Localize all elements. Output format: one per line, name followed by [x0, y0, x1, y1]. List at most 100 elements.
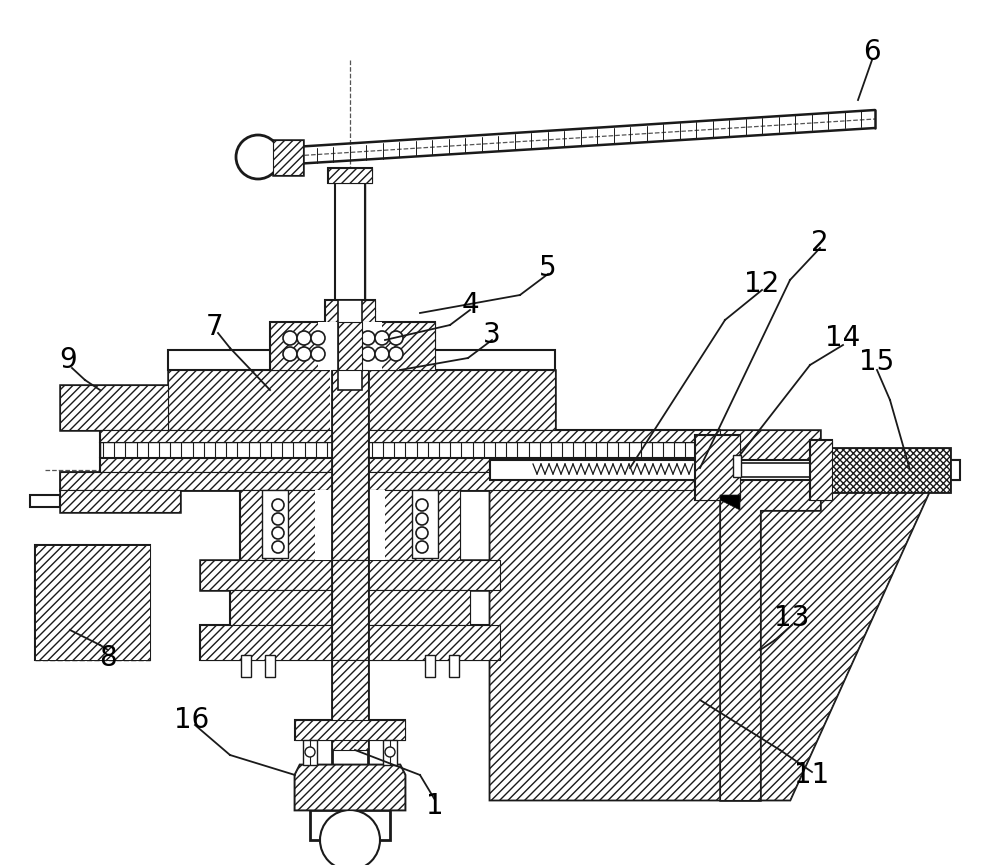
Polygon shape — [325, 300, 375, 322]
Circle shape — [272, 513, 284, 525]
Bar — [325, 300, 375, 322]
Bar — [100, 430, 720, 442]
Polygon shape — [35, 545, 150, 660]
Polygon shape — [100, 458, 720, 472]
Circle shape — [311, 347, 325, 361]
Polygon shape — [332, 660, 368, 750]
Polygon shape — [490, 490, 930, 800]
Bar — [695, 435, 740, 500]
Circle shape — [375, 347, 389, 361]
Text: 15: 15 — [859, 348, 895, 376]
Bar — [60, 490, 180, 512]
Bar — [30, 495, 60, 507]
Polygon shape — [240, 490, 460, 560]
Polygon shape — [270, 322, 435, 370]
Bar — [425, 655, 435, 677]
Polygon shape — [230, 590, 470, 625]
Bar — [810, 440, 832, 500]
Circle shape — [361, 347, 375, 361]
Bar — [295, 720, 405, 740]
Bar — [303, 740, 317, 765]
Polygon shape — [810, 440, 832, 500]
Text: 13: 13 — [774, 604, 810, 632]
Polygon shape — [200, 625, 500, 660]
Polygon shape — [240, 490, 460, 560]
Circle shape — [283, 331, 297, 345]
Circle shape — [272, 499, 284, 511]
Polygon shape — [200, 625, 500, 660]
Bar — [335, 175, 365, 300]
Circle shape — [385, 747, 395, 757]
Circle shape — [361, 331, 375, 345]
Circle shape — [283, 347, 297, 361]
Polygon shape — [720, 495, 740, 510]
Text: 11: 11 — [794, 761, 830, 789]
Text: 5: 5 — [539, 254, 557, 282]
Polygon shape — [168, 370, 555, 430]
Polygon shape — [720, 430, 820, 800]
Bar — [35, 545, 150, 660]
Circle shape — [297, 347, 311, 361]
Text: 16: 16 — [174, 706, 210, 734]
Polygon shape — [230, 590, 470, 625]
Bar — [273, 140, 303, 175]
Bar — [241, 655, 251, 677]
Polygon shape — [60, 490, 180, 512]
Bar — [332, 370, 368, 860]
Text: 8: 8 — [99, 644, 117, 672]
Circle shape — [416, 541, 428, 553]
Polygon shape — [695, 435, 740, 500]
Polygon shape — [200, 560, 500, 590]
Polygon shape — [332, 560, 368, 660]
Polygon shape — [60, 472, 760, 490]
Bar — [262, 490, 288, 558]
Bar — [490, 460, 960, 480]
Bar — [318, 322, 382, 370]
Text: 3: 3 — [483, 321, 501, 349]
Bar — [740, 463, 810, 477]
Bar — [310, 810, 390, 840]
Polygon shape — [60, 385, 168, 430]
Polygon shape — [295, 765, 405, 810]
Bar — [100, 458, 720, 472]
Polygon shape — [100, 430, 720, 442]
Bar — [830, 448, 950, 492]
Circle shape — [272, 541, 284, 553]
Text: 7: 7 — [206, 313, 224, 341]
Polygon shape — [328, 168, 372, 183]
Circle shape — [389, 347, 403, 361]
Bar — [100, 442, 720, 458]
Bar — [328, 168, 372, 183]
Polygon shape — [273, 140, 303, 175]
Circle shape — [320, 810, 380, 865]
Circle shape — [416, 513, 428, 525]
Polygon shape — [168, 350, 555, 370]
Text: 9: 9 — [59, 346, 77, 374]
Polygon shape — [490, 490, 930, 800]
Polygon shape — [200, 560, 500, 590]
Circle shape — [416, 499, 428, 511]
Bar — [330, 370, 370, 430]
Circle shape — [236, 135, 280, 179]
Polygon shape — [332, 370, 368, 560]
Polygon shape — [295, 765, 405, 810]
Circle shape — [311, 331, 325, 345]
Bar — [733, 455, 741, 477]
Polygon shape — [60, 385, 168, 430]
Bar — [412, 490, 438, 558]
Bar — [60, 472, 760, 490]
Polygon shape — [720, 430, 820, 800]
Circle shape — [389, 331, 403, 345]
Text: 12: 12 — [744, 270, 780, 298]
Bar — [265, 655, 275, 677]
Bar — [270, 322, 435, 370]
Bar — [315, 490, 385, 560]
Polygon shape — [168, 370, 555, 430]
Bar — [383, 740, 397, 765]
Bar — [449, 655, 459, 677]
Circle shape — [305, 747, 315, 757]
Text: 2: 2 — [811, 229, 829, 257]
Text: 1: 1 — [426, 792, 444, 820]
Circle shape — [375, 331, 389, 345]
Text: 6: 6 — [863, 38, 881, 66]
